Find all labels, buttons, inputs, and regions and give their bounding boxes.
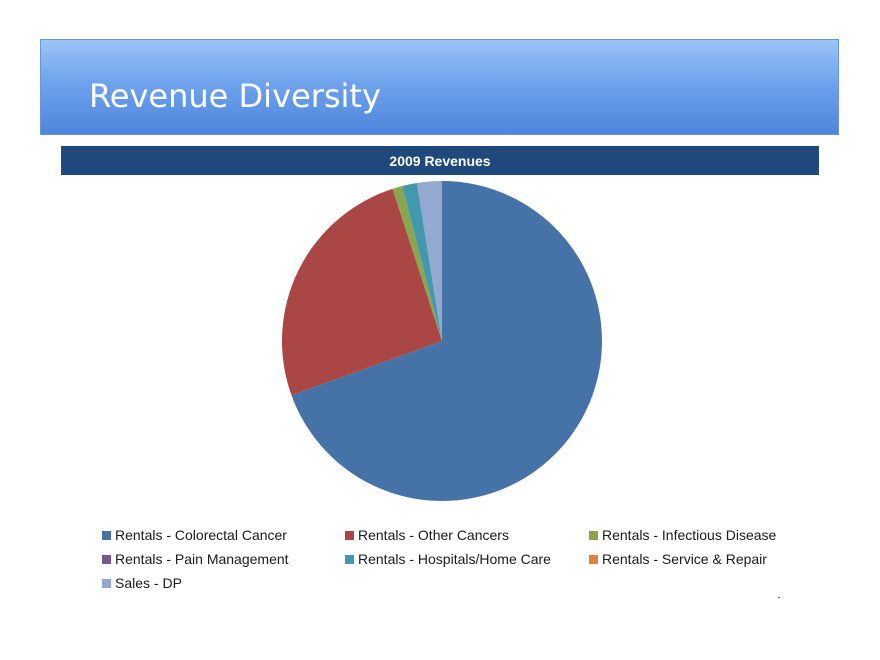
legend-swatch	[102, 578, 111, 588]
legend-item: Rentals - Pain Management	[102, 550, 345, 568]
legend-label: Sales - DP	[115, 575, 182, 591]
chart-legend: Rentals - Colorectal Cancer Rentals - Oth…	[102, 526, 802, 592]
legend-item: Rentals - Infectious Disease	[589, 526, 802, 544]
pie-slice-0	[291, 181, 602, 501]
slide-title: Revenue Diversity	[89, 77, 381, 115]
legend-label: Rentals - Hospitals/Home Care	[358, 551, 551, 567]
legend-label: Rentals - Service & Repair	[602, 551, 767, 567]
chart-title: 2009 Revenues	[61, 146, 819, 175]
slide-mark	[778, 597, 780, 598]
legend-swatch	[345, 530, 354, 540]
legend-swatch	[589, 530, 598, 540]
title-band: Revenue Diversity	[40, 39, 839, 135]
pie-slice-2	[392, 186, 442, 341]
pie-slice-6	[416, 181, 442, 341]
legend-swatch	[102, 554, 111, 564]
legend-label: Rentals - Pain Management	[115, 551, 289, 567]
legend-label: Rentals - Infectious Disease	[602, 527, 777, 543]
legend-swatch	[589, 554, 598, 564]
pie-slice-1	[282, 188, 442, 396]
legend-swatch	[102, 530, 111, 540]
legend-item: Sales - DP	[102, 574, 345, 592]
pie-slice-4	[402, 182, 442, 341]
legend-label: Rentals - Colorectal Cancer	[115, 527, 287, 543]
legend-item: Rentals - Other Cancers	[345, 526, 589, 544]
legend-item: Rentals - Colorectal Cancer	[102, 526, 345, 544]
legend-item: Rentals - Service & Repair	[589, 550, 802, 568]
legend-label: Rentals - Other Cancers	[358, 527, 509, 543]
legend-item: Rentals - Hospitals/Home Care	[345, 550, 589, 568]
legend-swatch	[345, 554, 354, 564]
